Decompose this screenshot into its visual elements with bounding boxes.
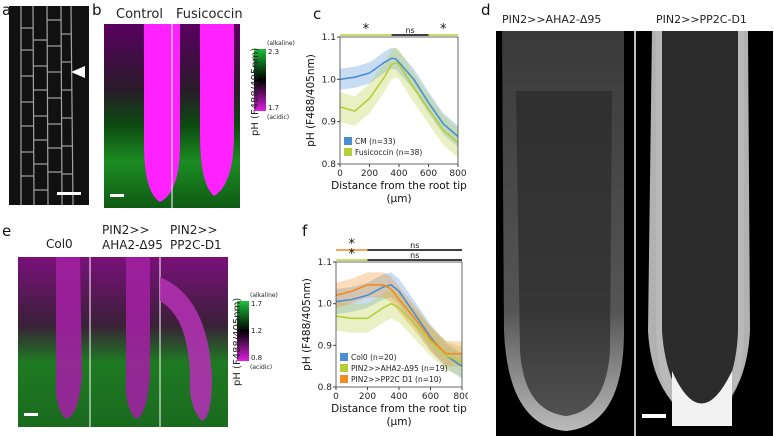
- panel-label-b: b: [92, 1, 102, 19]
- x-axis-label: Distance from the root tip: [331, 403, 467, 415]
- y-axis-label: pH (F488/405nm): [301, 278, 313, 371]
- y-tick-label: 1.0: [318, 300, 333, 310]
- micrograph-e-image: [18, 257, 228, 427]
- legend-label-0: Col0 (n=20): [351, 353, 397, 362]
- series-line-0: [339, 57, 459, 138]
- y-tick-label: 1.1: [318, 258, 332, 268]
- panel-e-header-pp2c: PIN2>> PP2C-D1: [170, 223, 222, 252]
- micrograph-d-image: [502, 31, 750, 436]
- legend-label-1: PIN2>>AHA2-Δ95 (n=19): [351, 364, 448, 373]
- scale-bar: [57, 192, 81, 195]
- significance-label-1: ns: [410, 241, 419, 250]
- y-tick-label: 0.8: [318, 383, 333, 393]
- significance-label-2: *: [440, 22, 447, 37]
- significance-label-3: ns: [410, 251, 419, 260]
- panel-label-d: d: [481, 1, 491, 19]
- x-tick-label: 0: [333, 392, 339, 402]
- legend-label-0: CM (n=33): [355, 137, 396, 146]
- panel-label-a: a: [2, 1, 12, 19]
- significance-label-1: ns: [405, 26, 414, 35]
- legend-swatch-0: [340, 353, 348, 361]
- chart-c: 0 200 400 600 800 0.8 0.9 1.0 1.1 Distance from t…: [305, 22, 467, 205]
- colorbar-e-axis-label: pH (F488/405nm): [232, 297, 243, 386]
- arrowhead-icon: [71, 66, 85, 78]
- significance-label-0: *: [349, 237, 356, 252]
- x-axis-label-unit: (µm): [386, 193, 411, 205]
- colorbar-e: [237, 301, 249, 361]
- series-band-0: [336, 272, 462, 379]
- x-tick-label: 600: [420, 169, 437, 179]
- micrograph-a: [9, 6, 89, 205]
- colorbar-b-axis-label: pH (F488/405nm): [250, 47, 261, 136]
- x-tick-label: 200: [359, 392, 376, 402]
- series-line-1: [339, 61, 459, 144]
- panel-e-header-aha2: PIN2>> AHA2-Δ95: [102, 223, 163, 252]
- y-axis-label: pH (F488/405nm): [305, 54, 317, 147]
- x-axis-label-unit: (µm): [386, 416, 411, 428]
- colorbar-e-bottom: (acidic): [250, 364, 273, 371]
- series-line-2: [335, 284, 462, 355]
- x-tick-label: 0: [337, 169, 343, 179]
- colorbar-e-top: (alkaline): [250, 292, 278, 299]
- colorbar-e-mid: 1.2: [251, 327, 263, 335]
- micrograph-d: [496, 31, 773, 436]
- panel-label-e: e: [2, 222, 12, 240]
- x-tick-label: 400: [390, 169, 407, 179]
- panel-e-header-col0: Col0: [46, 237, 73, 251]
- panel-d-header-pp2c: PIN2>>PP2C-D1: [656, 13, 747, 26]
- x-tick-label: 800: [449, 169, 466, 179]
- y-tick-label: 0.9: [322, 118, 337, 128]
- legend-label-2: PIN2>>PP2C D1 (n=10): [351, 375, 442, 384]
- panel-d-header-aha2: PIN2>>AHA2-Δ95: [502, 13, 602, 26]
- panel-b-header-fusicoccin: Fusicoccin: [176, 7, 243, 22]
- colorbar-b: [254, 49, 266, 111]
- micrograph-b-image: [104, 24, 240, 208]
- legend-swatch-1: [340, 364, 348, 372]
- panel-label-f: f: [302, 222, 308, 240]
- significance-label-2: *: [349, 247, 356, 262]
- panel-b-header-control: Control: [116, 7, 163, 22]
- y-tick-label: 0.9: [318, 341, 333, 351]
- significance-label-0: *: [363, 22, 370, 37]
- micrograph-a-cells: [20, 6, 85, 205]
- colorbar-b-top: (alkaline): [267, 40, 295, 47]
- micrograph-b: [104, 24, 240, 208]
- colorbar-b-bottom: (acidic): [267, 114, 290, 121]
- y-tick-label: 1.1: [322, 33, 336, 43]
- x-axis-label: Distance from the root tip: [331, 180, 467, 192]
- y-tick-label: 0.8: [322, 160, 337, 170]
- series-line-1: [335, 302, 463, 363]
- legend-swatch-1: [344, 148, 352, 156]
- colorbar-e-min: 0.8: [251, 354, 263, 362]
- colorbar-b-max: 2.3: [268, 48, 280, 56]
- x-tick-label: 600: [422, 392, 439, 402]
- legend-label-1: Fusicoccin (n=38): [355, 148, 422, 157]
- chart-f: 0 200 400 600 800 0.8 0.9 1.0 1.1 Distance from t…: [301, 237, 468, 428]
- x-tick-label: 200: [361, 169, 378, 179]
- colorbar-e-max: 1.7: [251, 300, 263, 308]
- x-tick-label: 800: [453, 392, 468, 402]
- x-tick-label: 400: [390, 392, 407, 402]
- y-tick-label: 1.0: [322, 75, 337, 85]
- legend-swatch-2: [340, 375, 348, 383]
- panel-label-c: c: [313, 5, 322, 23]
- colorbar-b-min: 1.7: [268, 104, 280, 112]
- legend-swatch-0: [344, 137, 352, 145]
- micrograph-e: [18, 257, 228, 427]
- series-band-1: [336, 289, 462, 377]
